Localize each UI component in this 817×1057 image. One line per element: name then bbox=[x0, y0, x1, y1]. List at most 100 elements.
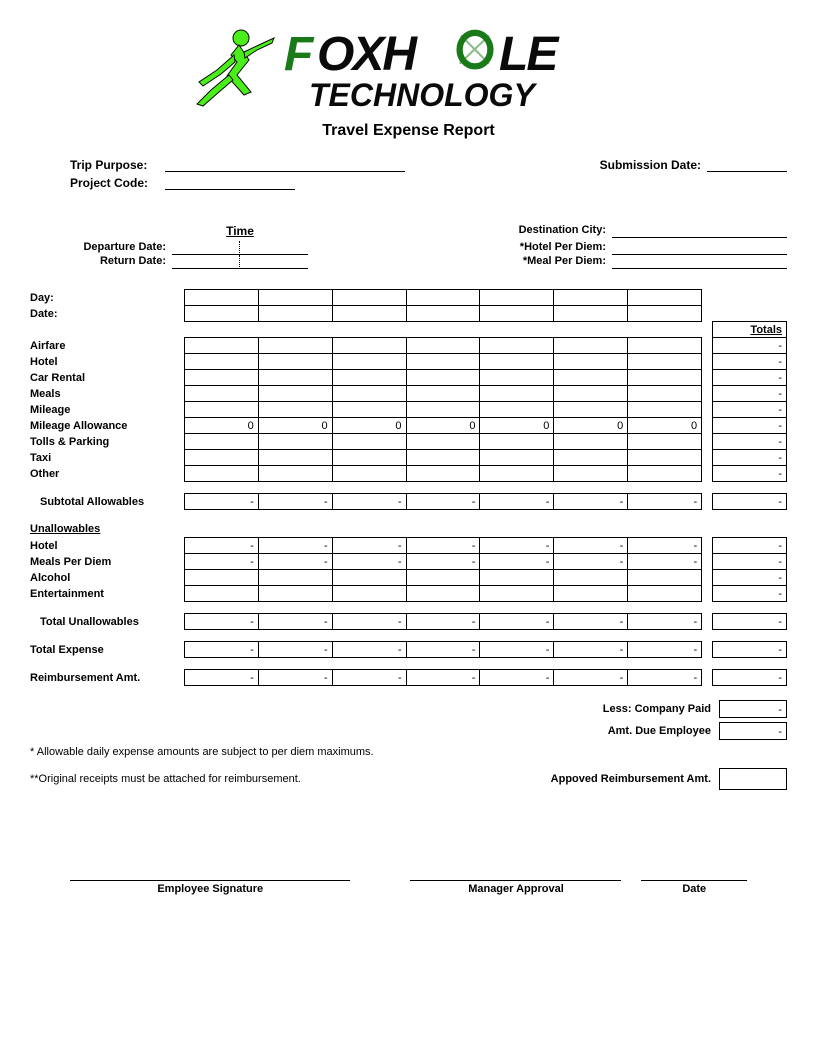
expense-cell[interactable] bbox=[406, 466, 480, 482]
trip-purpose-input[interactable] bbox=[165, 158, 405, 172]
unallow-cell[interactable] bbox=[406, 570, 480, 586]
date-cell[interactable] bbox=[332, 306, 406, 322]
expense-cell[interactable] bbox=[332, 370, 406, 386]
expense-cell[interactable] bbox=[258, 402, 332, 418]
employee-signature-line[interactable]: Employee Signature bbox=[70, 880, 350, 895]
expense-cell[interactable] bbox=[554, 386, 628, 402]
expense-cell[interactable]: 0 bbox=[258, 418, 332, 434]
unallow-cell[interactable]: - bbox=[332, 538, 406, 554]
departure-time-input[interactable] bbox=[240, 241, 308, 255]
expense-cell[interactable] bbox=[406, 386, 480, 402]
unallow-cell[interactable] bbox=[480, 586, 554, 602]
unallow-cell[interactable] bbox=[480, 570, 554, 586]
date-cell[interactable] bbox=[554, 306, 628, 322]
expense-cell[interactable]: 0 bbox=[480, 418, 554, 434]
expense-cell[interactable] bbox=[554, 354, 628, 370]
expense-cell[interactable] bbox=[628, 354, 702, 370]
expense-cell[interactable] bbox=[480, 354, 554, 370]
unallow-cell[interactable]: - bbox=[628, 538, 702, 554]
expense-cell[interactable]: 0 bbox=[628, 418, 702, 434]
unallow-cell[interactable] bbox=[258, 570, 332, 586]
unallow-cell[interactable]: - bbox=[406, 538, 480, 554]
unallow-cell[interactable] bbox=[184, 586, 258, 602]
day-cell[interactable] bbox=[258, 290, 332, 306]
date-cell[interactable] bbox=[628, 306, 702, 322]
unallow-cell[interactable]: - bbox=[406, 554, 480, 570]
expense-cell[interactable] bbox=[332, 466, 406, 482]
unallow-cell[interactable] bbox=[332, 570, 406, 586]
expense-cell[interactable] bbox=[406, 370, 480, 386]
expense-cell[interactable] bbox=[184, 450, 258, 466]
expense-cell[interactable] bbox=[628, 466, 702, 482]
expense-cell[interactable] bbox=[480, 434, 554, 450]
submission-date-input[interactable] bbox=[707, 158, 787, 172]
expense-cell[interactable] bbox=[258, 386, 332, 402]
expense-cell[interactable] bbox=[332, 434, 406, 450]
expense-cell[interactable]: 0 bbox=[332, 418, 406, 434]
unallow-cell[interactable] bbox=[406, 586, 480, 602]
expense-cell[interactable] bbox=[628, 386, 702, 402]
expense-cell[interactable] bbox=[184, 370, 258, 386]
expense-cell[interactable] bbox=[554, 370, 628, 386]
expense-cell[interactable] bbox=[480, 338, 554, 354]
expense-cell[interactable] bbox=[628, 450, 702, 466]
unallow-cell[interactable] bbox=[184, 570, 258, 586]
day-cell[interactable] bbox=[332, 290, 406, 306]
hotel-diem-input[interactable] bbox=[612, 241, 787, 255]
expense-cell[interactable]: 0 bbox=[184, 418, 258, 434]
expense-cell[interactable] bbox=[258, 450, 332, 466]
expense-cell[interactable] bbox=[480, 466, 554, 482]
signature-date-line[interactable]: Date bbox=[641, 880, 747, 895]
expense-cell[interactable] bbox=[628, 370, 702, 386]
unallow-cell[interactable]: - bbox=[258, 554, 332, 570]
expense-cell[interactable] bbox=[184, 402, 258, 418]
expense-cell[interactable] bbox=[554, 450, 628, 466]
expense-cell[interactable] bbox=[406, 434, 480, 450]
unallow-cell[interactable]: - bbox=[184, 538, 258, 554]
unallow-cell[interactable] bbox=[628, 586, 702, 602]
unallow-cell[interactable] bbox=[554, 570, 628, 586]
expense-cell[interactable] bbox=[184, 386, 258, 402]
expense-cell[interactable] bbox=[628, 402, 702, 418]
day-cell[interactable] bbox=[554, 290, 628, 306]
destination-input[interactable] bbox=[612, 224, 787, 238]
day-cell[interactable] bbox=[184, 290, 258, 306]
day-cell[interactable] bbox=[480, 290, 554, 306]
unallow-cell[interactable]: - bbox=[480, 538, 554, 554]
unallow-cell[interactable] bbox=[628, 570, 702, 586]
date-cell[interactable] bbox=[184, 306, 258, 322]
unallow-cell[interactable]: - bbox=[184, 554, 258, 570]
date-cell[interactable] bbox=[480, 306, 554, 322]
day-cell[interactable] bbox=[628, 290, 702, 306]
expense-cell[interactable] bbox=[258, 338, 332, 354]
expense-cell[interactable] bbox=[480, 386, 554, 402]
expense-cell[interactable] bbox=[406, 338, 480, 354]
expense-cell[interactable] bbox=[628, 434, 702, 450]
expense-cell[interactable] bbox=[332, 338, 406, 354]
expense-cell[interactable] bbox=[628, 338, 702, 354]
expense-cell[interactable] bbox=[480, 370, 554, 386]
expense-cell[interactable] bbox=[332, 386, 406, 402]
expense-cell[interactable]: 0 bbox=[554, 418, 628, 434]
project-code-input[interactable] bbox=[165, 176, 295, 190]
expense-cell[interactable] bbox=[332, 354, 406, 370]
expense-cell[interactable] bbox=[184, 338, 258, 354]
meal-diem-input[interactable] bbox=[612, 255, 787, 269]
return-date-input[interactable] bbox=[172, 255, 240, 269]
expense-cell[interactable] bbox=[258, 434, 332, 450]
expense-cell[interactable] bbox=[554, 434, 628, 450]
expense-cell[interactable] bbox=[258, 354, 332, 370]
expense-cell[interactable] bbox=[480, 450, 554, 466]
expense-cell[interactable] bbox=[332, 402, 406, 418]
expense-cell[interactable] bbox=[480, 402, 554, 418]
expense-cell[interactable] bbox=[554, 402, 628, 418]
expense-cell[interactable] bbox=[554, 338, 628, 354]
approved-value[interactable] bbox=[719, 768, 787, 790]
date-cell[interactable] bbox=[258, 306, 332, 322]
expense-cell[interactable] bbox=[184, 466, 258, 482]
expense-cell[interactable] bbox=[184, 434, 258, 450]
manager-approval-line[interactable]: Manager Approval bbox=[410, 880, 621, 895]
unallow-cell[interactable]: - bbox=[554, 538, 628, 554]
unallow-cell[interactable]: - bbox=[628, 554, 702, 570]
expense-cell[interactable] bbox=[406, 402, 480, 418]
